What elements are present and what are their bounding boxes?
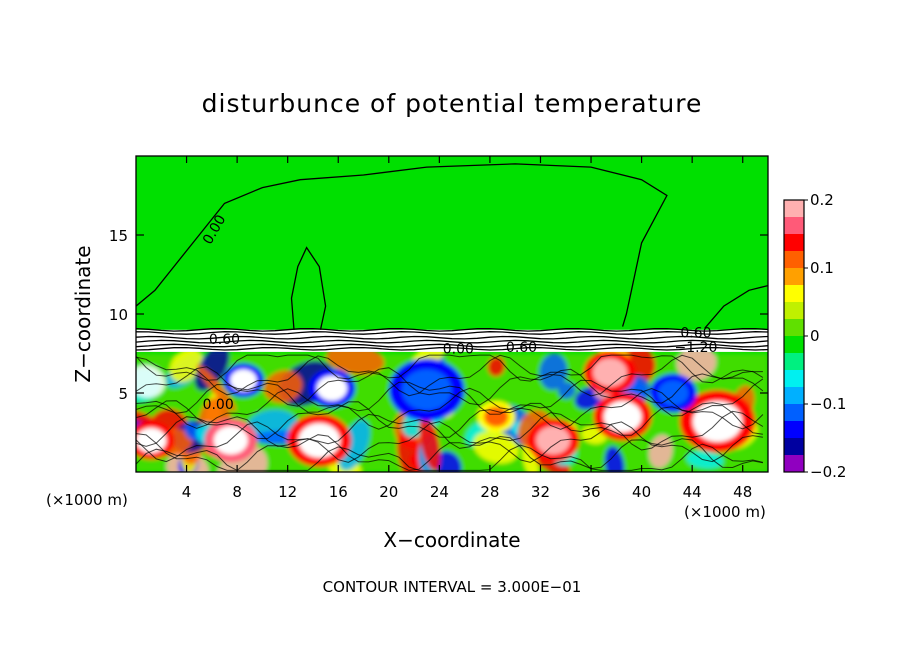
contour-label: 0.60 (680, 326, 711, 342)
colorbar-swatch (784, 370, 804, 388)
colorbar-swatch (784, 217, 804, 235)
field-patch (604, 446, 625, 472)
colorbar-swatch (784, 353, 804, 371)
contour-label: 0.00 (203, 397, 234, 413)
contour-line (136, 443, 764, 471)
colorbar: 0.2 0.1 0 −0.1 −0.2 (783, 191, 846, 481)
y-tick-label: 5 (118, 385, 128, 403)
colorbar-tick-label: 0 (810, 327, 820, 345)
plot-area (136, 156, 768, 472)
contour-line (136, 400, 763, 440)
x-tick-label: 48 (733, 483, 752, 501)
contour-line (136, 387, 764, 430)
field-patch (184, 421, 201, 441)
field-patch (136, 364, 166, 398)
eddy-core (536, 426, 571, 455)
x-tick-label: 8 (232, 483, 242, 501)
x-tick-label: 20 (379, 483, 398, 501)
contour-line (136, 335, 768, 340)
field-patch (539, 353, 568, 390)
colorbar-tick-label: 0.1 (810, 259, 834, 277)
field-patch (169, 348, 203, 383)
colorbar-tick-label: −0.1 (810, 395, 846, 413)
contour-line (136, 378, 764, 417)
colorbar-swatch (784, 200, 804, 218)
contour-line (136, 354, 763, 384)
contour-line (136, 327, 768, 332)
chart-title: disturbunce of potential temperature (202, 89, 703, 118)
colorbar-tick-label: 0.2 (810, 191, 834, 209)
eddy-core (230, 369, 257, 392)
contour-line (136, 339, 768, 344)
y-tick-label: 15 (109, 227, 128, 245)
eddy-core (316, 375, 348, 401)
eddy-core (213, 426, 248, 455)
colorbar-swatch (784, 455, 804, 473)
x-tick-label: 40 (632, 483, 651, 501)
contour-line (136, 354, 764, 397)
y-axis-label: Z−coordinate (71, 245, 95, 382)
contour-zero-plume (290, 246, 327, 330)
colorbar-tick-label: −0.2 (810, 463, 846, 481)
contour-label: 0.60 (209, 332, 240, 348)
x-tick-label: 16 (329, 483, 348, 501)
colorbar-swatch (784, 268, 804, 286)
contour-label: 0.00 (443, 342, 474, 358)
x-tick-label: 32 (531, 483, 550, 501)
eddy-core (603, 401, 642, 433)
eddy-core (592, 358, 628, 387)
contour-line (136, 421, 763, 463)
x-tick-label: 12 (278, 483, 297, 501)
eddy-core (483, 406, 509, 427)
contour-line (136, 410, 764, 451)
contour-line (136, 331, 768, 335)
colorbar-swatch (784, 285, 804, 303)
colorbar-swatch (784, 234, 804, 252)
x-unit-left: (×1000 m) (46, 491, 128, 509)
colorbar-swatch (784, 404, 804, 422)
field-patch (396, 431, 432, 472)
contour-line (136, 343, 768, 348)
eddy-core (298, 423, 341, 458)
contour-zero-upper (136, 163, 668, 327)
contour-label: 0.60 (506, 340, 537, 356)
colorbar-swatch (784, 438, 804, 456)
x-tick-label: 4 (182, 483, 192, 501)
colorbar-swatch (784, 387, 804, 405)
colorbar-swatch (784, 302, 804, 320)
colorbar-swatch (784, 319, 804, 337)
colorbar-swatch (784, 421, 804, 439)
field-patch (557, 381, 576, 399)
contour-zero-right (704, 284, 768, 329)
field-patch (676, 344, 717, 381)
contour-line (136, 346, 768, 351)
x-tick-label: 28 (480, 483, 499, 501)
x-unit-right: (×1000 m) (684, 503, 766, 521)
x-axis-label: X−coordinate (383, 528, 520, 552)
x-tick-label: 44 (683, 483, 702, 501)
x-tick-label: 24 (430, 483, 449, 501)
y-tick-label: 10 (109, 306, 128, 324)
x-tick-label: 36 (581, 483, 600, 501)
contour-label: −1.20 (674, 340, 717, 356)
contour-interval-note: CONTOUR INTERVAL = 3.000E−01 (323, 578, 582, 596)
colorbar-swatch (784, 336, 804, 354)
field-patch (473, 430, 519, 464)
field-patch (196, 364, 237, 412)
colorbar-swatch (784, 251, 804, 269)
field-patch (434, 451, 462, 472)
field-patch (338, 419, 370, 471)
field-patch (648, 434, 673, 469)
